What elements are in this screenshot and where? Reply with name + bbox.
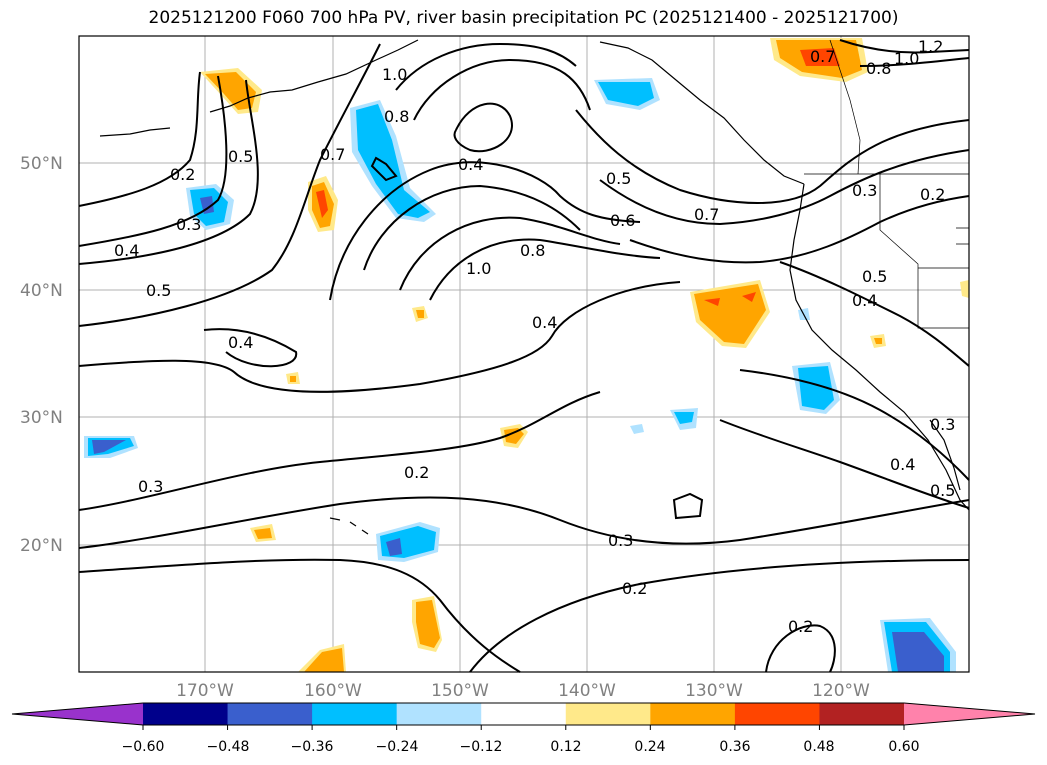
contour-label: 0.2 — [404, 463, 429, 482]
pv-contours — [78, 39, 970, 673]
contour-label: 0.7 — [810, 47, 835, 66]
contour-label: 0.3 — [608, 531, 633, 550]
contour-label: 1.0 — [382, 65, 407, 84]
contour-label: 0.8 — [384, 107, 409, 126]
lat-label: 20°N — [20, 536, 63, 556]
lat-label: 30°N — [20, 408, 63, 428]
coastlines — [99, 39, 970, 535]
contour-label: 0.5 — [862, 267, 887, 286]
contour-label: 0.4 — [890, 455, 915, 474]
lon-label: 120°W — [812, 681, 870, 701]
contour-label: 0.8 — [866, 59, 891, 78]
contour-label: 0.4 — [114, 241, 139, 260]
contour-label: 0.7 — [694, 205, 719, 224]
colorbar-tick-label: −0.12 — [460, 739, 503, 755]
contour-label: 0.3 — [138, 477, 163, 496]
colorbar-tick-label: −0.60 — [122, 739, 165, 755]
colorbar-tick-label: 0.12 — [550, 739, 581, 755]
colorbar-segment — [143, 703, 229, 725]
contour-label: 0.4 — [228, 333, 253, 352]
contour-label: 0.5 — [930, 481, 955, 500]
contour-label: 0.6 — [610, 211, 635, 230]
lat-label: 50°N — [20, 154, 63, 174]
colorbar-tick-label: 0.24 — [634, 739, 665, 755]
gridlines — [79, 36, 969, 672]
colorbar-segment — [481, 703, 567, 725]
colorbar-tick-label: 0.60 — [888, 739, 919, 755]
map-background — [79, 36, 969, 672]
colorbar-segment — [227, 703, 313, 725]
contour-label: 1.2 — [918, 37, 943, 56]
contour-label: 0.3 — [176, 215, 201, 234]
colorbar-segment — [396, 703, 482, 725]
map-title: 2025121200 F060 700 hPa PV, river basin … — [148, 8, 899, 28]
contour-label: 0.2 — [920, 185, 945, 204]
contour-label: 0.4 — [852, 291, 877, 310]
colorbar-segment — [734, 703, 820, 725]
precip-shading — [84, 38, 969, 672]
map-frame — [78, 35, 970, 673]
boundaries — [804, 39, 969, 329]
colorbar-tick-label: −0.48 — [207, 739, 250, 755]
contour-label: 0.2 — [788, 617, 813, 636]
colorbar-tick-label: −0.24 — [376, 739, 419, 755]
contour-label-group: 1.2 0.7 1.0 0.8 1.0 0.8 0.2 0.5 0.7 0.3 … — [114, 37, 955, 636]
contour-label: 0.4 — [532, 313, 557, 332]
contour-label: 0.5 — [228, 147, 253, 166]
contour-label: 0.5 — [606, 169, 631, 188]
contour-label: 0.4 — [458, 155, 483, 174]
colorbar: −0.60 −0.48 −0.36 −0.24 −0.12 0.12 0.24 … — [11, 702, 1036, 755]
contour-label: 0.2 — [170, 165, 195, 184]
lon-label: 130°W — [685, 681, 743, 701]
colorbar-segment — [312, 703, 398, 725]
colorbar-segment — [565, 703, 651, 725]
contour-label: 0.5 — [146, 281, 171, 300]
contour-label: 1.0 — [894, 49, 919, 68]
lat-label: 40°N — [20, 281, 63, 301]
lon-label: 160°W — [304, 681, 362, 701]
contour-label: 0.3 — [930, 415, 955, 434]
colorbar-extend-min — [12, 703, 143, 725]
contour-label: 0.3 — [852, 181, 877, 200]
lon-label: 150°W — [431, 681, 489, 701]
colorbar-segment — [819, 703, 905, 725]
contour-label: 0.7 — [320, 145, 345, 164]
contour-label: 0.2 — [622, 579, 647, 598]
colorbar-tick-label: 0.48 — [803, 739, 834, 755]
colorbar-segment — [650, 703, 736, 725]
colorbar-extend-max — [904, 703, 1035, 725]
contour-label: 1.0 — [466, 259, 491, 278]
colorbar-tick-label: 0.36 — [719, 739, 750, 755]
lon-label: 170°W — [176, 681, 234, 701]
lon-label: 140°W — [558, 681, 616, 701]
colorbar-tick-label: −0.36 — [291, 739, 334, 755]
contour-label: 0.8 — [520, 241, 545, 260]
